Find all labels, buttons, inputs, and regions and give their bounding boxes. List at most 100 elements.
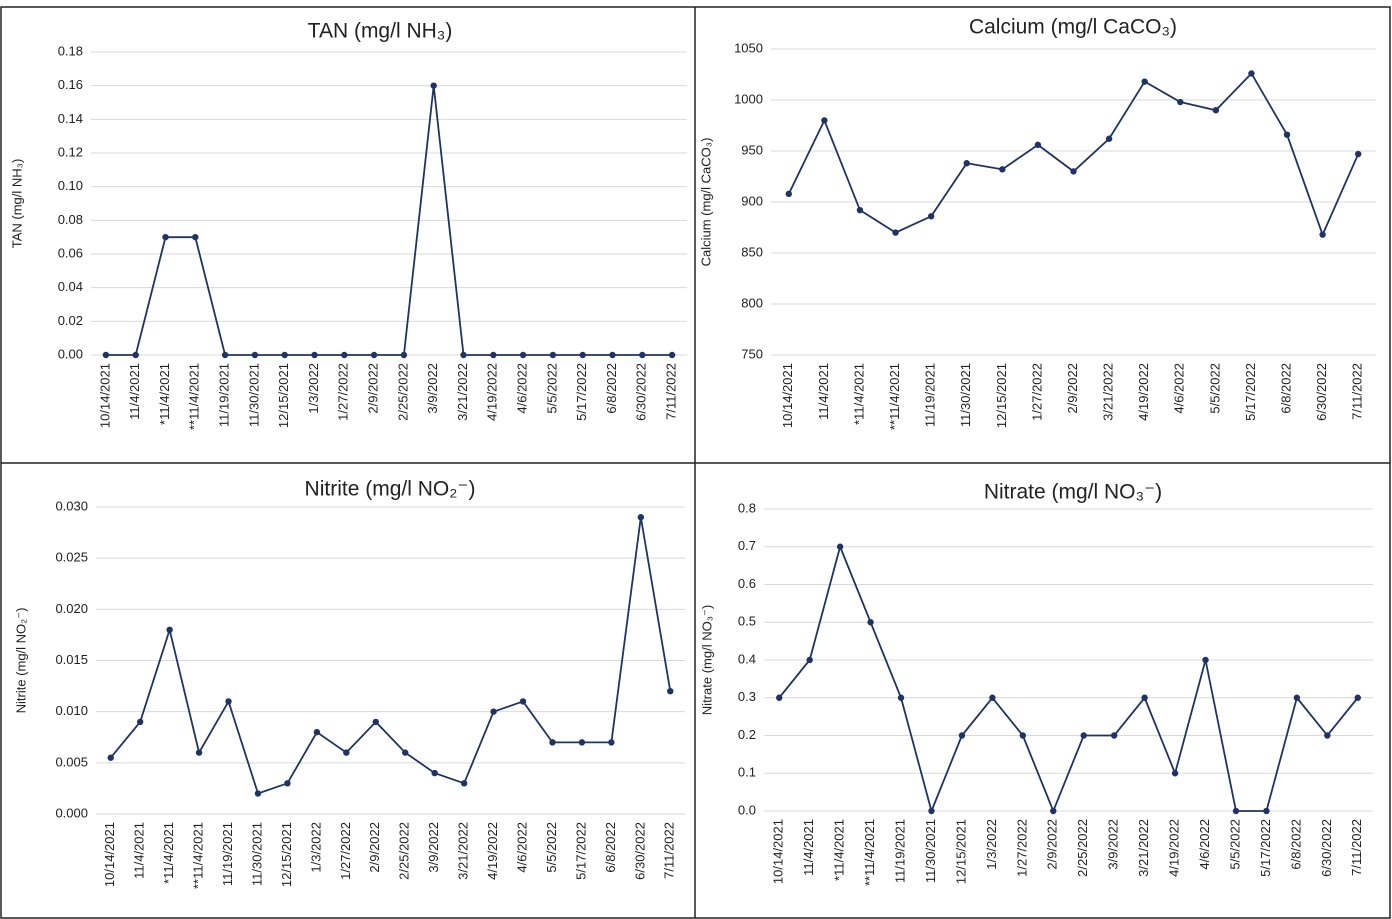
x-tick-label: 4/6/2022 [515, 363, 530, 414]
y-tick-label: 0.005 [55, 754, 88, 769]
data-point [637, 514, 645, 521]
data-point [928, 807, 935, 815]
x-tick-label: *11/4/2021 [157, 363, 172, 425]
y-tick-label: 0.030 [55, 498, 88, 513]
x-tick-label: 5/17/2022 [573, 822, 588, 880]
y-tick-label: 950 [741, 142, 763, 157]
data-point [1232, 807, 1240, 815]
y-tick-label: 0.7 [738, 538, 756, 553]
y-tick-label: 0.06 [58, 245, 83, 260]
data-point [1034, 141, 1042, 149]
data-point [192, 233, 199, 241]
data-point [341, 351, 348, 359]
data-point [460, 780, 468, 787]
y-tick-label: 1050 [734, 40, 763, 55]
y-tick-label: 0.0 [738, 802, 756, 817]
y-tick-label: 0.020 [55, 601, 88, 616]
data-point [1202, 656, 1209, 664]
x-tick-label: 6/8/2022 [1278, 363, 1293, 414]
x-tick-label: 11/30/2021 [246, 363, 261, 427]
x-tick-label: 5/5/2022 [1207, 363, 1222, 414]
x-tick-label: 7/11/2022 [1349, 819, 1364, 876]
data-point [821, 117, 828, 124]
y-axis-label: Calcium (mg/l CaCO₃) [698, 138, 713, 267]
x-tick-label: 11/4/2021 [132, 822, 147, 879]
data-point [1080, 732, 1087, 739]
x-tick-label: 1/3/2022 [308, 822, 323, 873]
x-tick-label: 5/17/2022 [574, 363, 589, 421]
x-tick-label: 11/19/2021 [217, 363, 232, 427]
data-line [787, 72, 1360, 238]
data-point [1171, 770, 1179, 777]
x-tick-label: 2/25/2022 [395, 363, 410, 421]
data-point [1248, 70, 1255, 77]
y-tick-label: 0.025 [55, 550, 88, 565]
data-point [195, 749, 203, 756]
x-tick-label: 6/8/2022 [604, 363, 619, 414]
x-tick-label: 6/30/2022 [1319, 819, 1334, 877]
x-tick-label: 3/21/2022 [1136, 819, 1151, 877]
x-tick-label: 6/30/2022 [632, 822, 647, 880]
x-tick-label: 2/9/2022 [1065, 363, 1080, 414]
x-tick-label: 11/30/2021 [958, 363, 973, 427]
data-point [897, 694, 905, 701]
data-point [927, 213, 935, 220]
y-axis-label: TAN (mg/l NH₃) [9, 159, 24, 249]
data-point [958, 732, 966, 739]
x-tick-label: 11/30/2021 [249, 822, 264, 886]
x-tick-label: 5/17/2022 [1258, 819, 1273, 877]
data-point [370, 351, 378, 359]
data-point [430, 82, 437, 89]
y-tick-label: 0.1 [738, 765, 756, 780]
x-tick-label: 4/6/2022 [514, 822, 529, 873]
data-point [254, 790, 262, 797]
y-axis-label: Nitrite (mg/l NO₂⁻) [13, 608, 28, 714]
chart-title: Nitrate (mg/l NO₃⁻) [984, 481, 1162, 504]
y-tick-label: 0.10 [58, 178, 83, 193]
data-point [460, 351, 467, 359]
x-tick-label: 5/17/2022 [1243, 363, 1258, 421]
data-point [400, 351, 408, 359]
data-point [776, 694, 783, 701]
x-tick-label: 2/25/2022 [1075, 819, 1090, 877]
x-tick-label: 3/9/2022 [426, 822, 441, 873]
x-tick-label: **11/4/2021 [187, 363, 202, 430]
x-tick-label: 1/3/2022 [306, 363, 321, 414]
data-point [1355, 150, 1362, 158]
data-point [136, 718, 144, 726]
x-tick-label: **11/4/2021 [191, 822, 206, 889]
data-point [549, 351, 557, 359]
data-line [110, 517, 672, 795]
data-point [963, 160, 970, 167]
x-tick-label: 4/6/2022 [1197, 819, 1212, 870]
y-tick-label: 0.14 [58, 111, 83, 126]
x-tick-label: 3/21/2022 [1101, 363, 1116, 421]
x-tick-label: 10/14/2021 [97, 363, 112, 428]
y-tick-label: 0.015 [55, 652, 88, 667]
y-tick-label: 0.18 [58, 43, 83, 58]
data-point [281, 351, 288, 359]
x-tick-label: 11/4/2021 [127, 363, 142, 420]
data-point [1050, 807, 1057, 815]
data-point [999, 166, 1006, 173]
x-tick-label: *11/4/2021 [161, 822, 176, 884]
y-tick-label: 0.2 [738, 727, 756, 742]
data-point [402, 749, 409, 756]
data-point [608, 739, 615, 746]
data-point [639, 351, 646, 359]
x-tick-label: 7/11/2022 [664, 363, 679, 420]
x-tick-label: 3/21/2022 [456, 822, 471, 880]
y-axis-label: Nitrate (mg/l NO₃⁻) [699, 605, 714, 715]
data-point [102, 351, 110, 359]
data-point [1070, 168, 1077, 175]
x-tick-label: 7/11/2022 [1350, 363, 1365, 420]
x-tick-label: 12/15/2021 [953, 819, 968, 884]
y-tick-label: 850 [741, 244, 763, 259]
data-point [867, 619, 874, 626]
data-point [1283, 131, 1291, 138]
y-tick-label: 0.12 [58, 144, 83, 159]
y-tick-label: 0.16 [58, 77, 83, 92]
data-point [609, 351, 616, 359]
x-tick-label: 10/14/2021 [102, 822, 117, 887]
data-point [107, 754, 114, 761]
